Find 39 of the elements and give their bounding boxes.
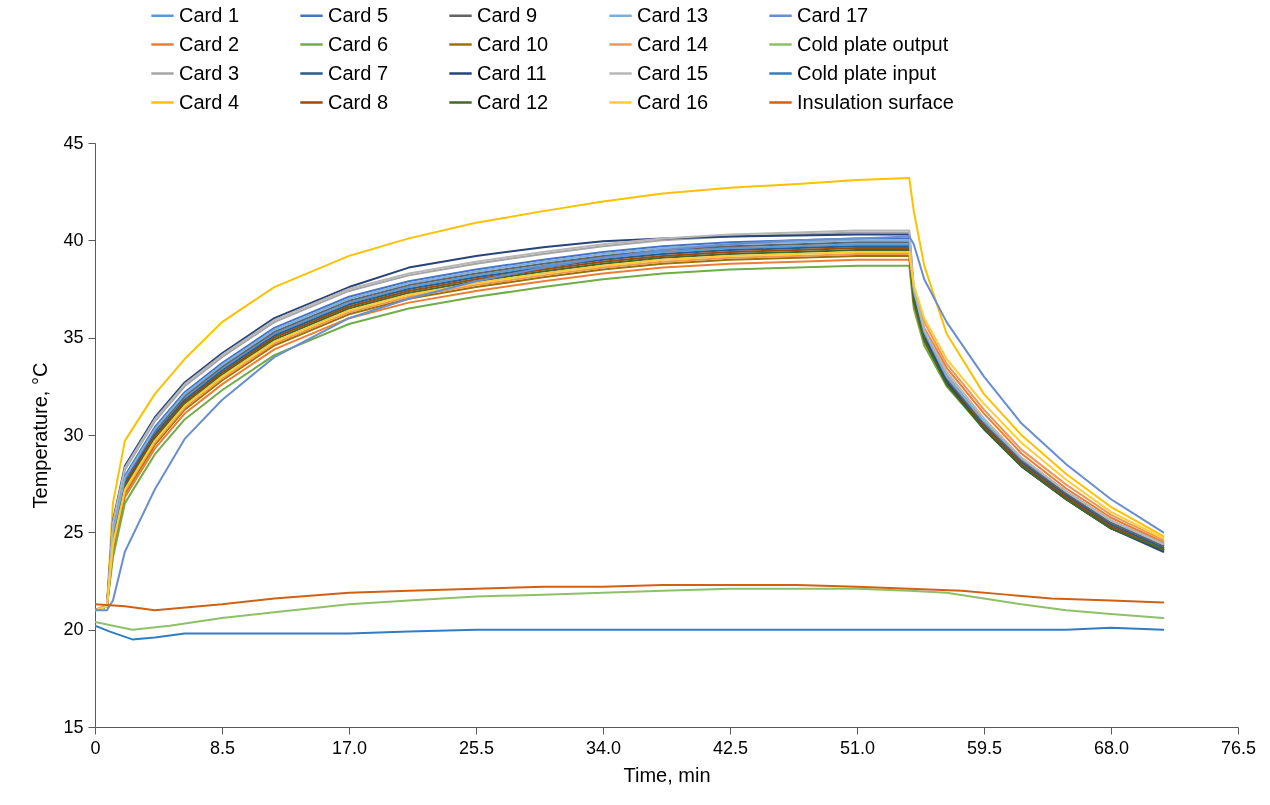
legend-label: Card 7 (328, 61, 389, 84)
legend-label: Card 17 (797, 3, 869, 26)
y-tick-label: 40 (63, 229, 84, 250)
legend-label: Card 1 (179, 3, 240, 26)
x-tick-label: 25.5 (458, 737, 495, 758)
y-tick-label: 25 (63, 521, 84, 542)
x-tick-label: 42.5 (712, 737, 749, 758)
legend-label: Card 15 (637, 61, 709, 84)
legend-label: Card 12 (477, 90, 549, 113)
legend-label: Card 16 (637, 90, 709, 113)
y-axis-title: Temperature, °C (29, 362, 52, 509)
x-tick-label: 51.0 (839, 737, 876, 758)
y-tick-label: 30 (63, 424, 84, 445)
legend-label: Cold plate output (797, 32, 949, 55)
legend-label: Card 14 (637, 32, 709, 55)
x-tick-label: 0 (90, 737, 101, 758)
x-axis-title: Time, min (623, 763, 711, 786)
legend-label: Card 10 (477, 32, 549, 55)
legend-label: Card 11 (477, 61, 547, 84)
y-tick-label: 20 (63, 619, 84, 640)
legend-label: Card 5 (328, 3, 389, 26)
x-tick-label: 59.5 (966, 737, 1003, 758)
x-tick-label: 76.5 (1220, 737, 1257, 758)
legend-label: Card 2 (179, 32, 240, 55)
legend-label: Card 13 (637, 3, 709, 26)
legend-label: Card 9 (477, 3, 538, 26)
legend-label: Insulation surface (797, 90, 954, 113)
legend-label: Card 4 (179, 90, 240, 113)
x-tick-label: 68.0 (1093, 737, 1130, 758)
legend-label: Card 6 (328, 32, 389, 55)
legend-label: Card 8 (328, 90, 389, 113)
x-tick-label: 17.0 (331, 737, 368, 758)
x-tick-label: 34.0 (585, 737, 622, 758)
legend-label: Cold plate input (797, 61, 937, 84)
x-tick-label: 8.5 (209, 737, 236, 758)
y-tick-label: 15 (63, 716, 84, 737)
legend-label: Card 3 (179, 61, 240, 84)
y-tick-label: 35 (63, 327, 84, 348)
y-tick-label: 45 (63, 132, 84, 153)
